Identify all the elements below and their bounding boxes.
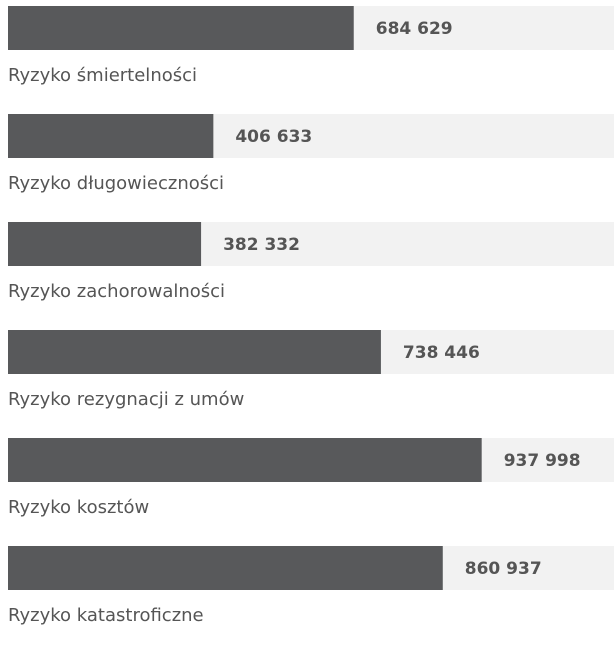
- bar: [8, 330, 381, 374]
- category-label: Ryzyko katastroficzne: [8, 605, 204, 626]
- category-label: Ryzyko śmiertelności: [8, 65, 197, 86]
- bar: [8, 6, 354, 50]
- category-label: Ryzyko zachorowalności: [8, 281, 225, 302]
- value-label: 684 629: [376, 19, 453, 39]
- category-label: Ryzyko kosztów: [8, 497, 149, 518]
- bar: [8, 546, 443, 590]
- bar: [8, 222, 202, 266]
- bar: [8, 438, 482, 482]
- value-label: 937 998: [504, 451, 581, 471]
- category-label: Ryzyko rezygnacji z umów: [8, 389, 244, 410]
- value-label: 406 633: [235, 127, 312, 147]
- value-label: 382 332: [223, 235, 300, 255]
- value-label: 738 446: [403, 343, 480, 363]
- bar: [8, 114, 214, 158]
- value-label: 860 937: [465, 559, 542, 579]
- category-label: Ryzyko długowieczności: [8, 173, 224, 194]
